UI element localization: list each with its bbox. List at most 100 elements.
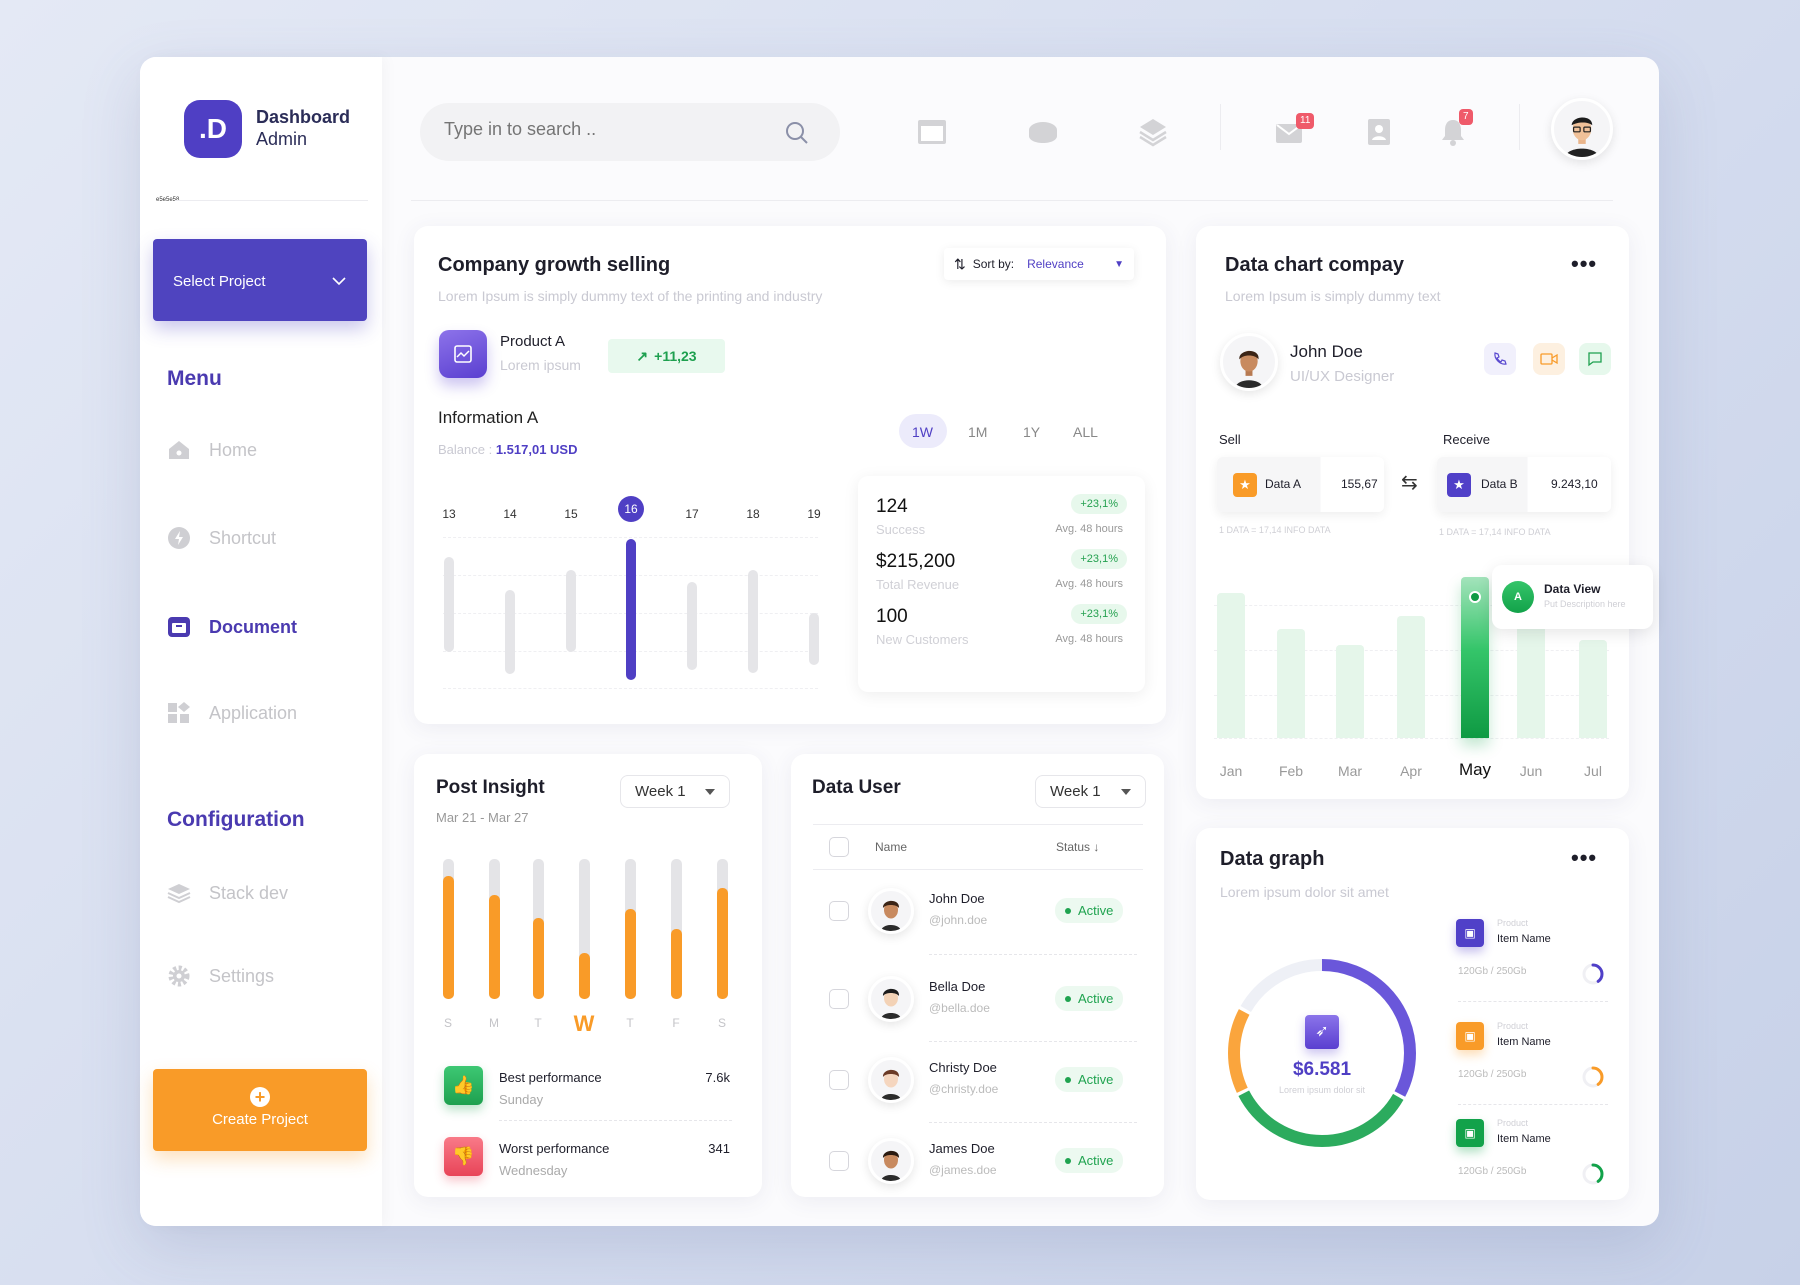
range-bar[interactable] bbox=[626, 538, 636, 681]
status-label: Status bbox=[1056, 840, 1091, 854]
week-dropdown[interactable]: Week 1 bbox=[1035, 775, 1146, 808]
video-call-button[interactable] bbox=[1533, 343, 1565, 375]
item-name: Item Name bbox=[1497, 1036, 1551, 1048]
day-bar[interactable] bbox=[671, 929, 682, 999]
day-label[interactable]: 15 bbox=[564, 507, 578, 521]
column-header-name[interactable]: Name bbox=[875, 840, 908, 854]
user-handle: @james.doe bbox=[929, 1163, 997, 1177]
month-bar[interactable] bbox=[1517, 620, 1545, 738]
month-bar[interactable] bbox=[1579, 639, 1607, 738]
item-kicker: Product bbox=[1497, 1021, 1529, 1031]
status-badge: Active bbox=[1055, 1067, 1124, 1092]
star-icon: ★ bbox=[1447, 473, 1471, 497]
day-label[interactable]: 13 bbox=[442, 507, 456, 521]
day-bar[interactable] bbox=[625, 909, 636, 999]
row-checkbox[interactable] bbox=[829, 901, 849, 921]
sidebar-item-home[interactable]: Home bbox=[167, 438, 257, 462]
search-icon[interactable] bbox=[784, 120, 810, 146]
window-icon[interactable] bbox=[916, 116, 948, 148]
day-label[interactable]: 17 bbox=[685, 507, 699, 521]
card-title: Data User bbox=[812, 777, 901, 798]
profile-avatar[interactable] bbox=[1551, 98, 1613, 160]
sidebar-item-shortcut[interactable]: Shortcut bbox=[167, 526, 276, 550]
item-name: Item Name bbox=[1497, 933, 1551, 945]
table-row[interactable]: Christy Doe @christy.doe Active bbox=[791, 1050, 1164, 1110]
stack-icon[interactable] bbox=[1137, 116, 1169, 148]
month-bar[interactable] bbox=[1217, 593, 1245, 738]
sidebar-item-application[interactable]: Application bbox=[167, 701, 297, 725]
tab-1m[interactable]: 1M bbox=[968, 424, 988, 440]
row-checkbox[interactable] bbox=[829, 1070, 849, 1090]
day-bar[interactable] bbox=[443, 875, 454, 999]
header-divider bbox=[411, 200, 1613, 201]
donut-segment[interactable] bbox=[1228, 959, 1416, 1147]
card-subtitle: Lorem ipsum dolor sit amet bbox=[1220, 884, 1389, 900]
day-bar[interactable] bbox=[579, 952, 590, 999]
user-avatar-icon bbox=[1235, 350, 1263, 388]
day-bar[interactable] bbox=[489, 895, 500, 999]
range-bar[interactable] bbox=[809, 612, 819, 666]
sort-dropdown[interactable]: ⇅ Sort by: Relevance ▼ bbox=[944, 248, 1134, 280]
receive-box[interactable]: ★ Data B 9.243,10 bbox=[1437, 457, 1611, 512]
donut-segment[interactable] bbox=[1228, 959, 1416, 1147]
user-name: Bella Doe bbox=[929, 979, 986, 994]
more-options-icon[interactable]: ••• bbox=[1571, 845, 1598, 870]
logo[interactable]: .D bbox=[184, 100, 242, 158]
item-progress-arc bbox=[1582, 963, 1604, 985]
day-label: S bbox=[443, 1016, 452, 1030]
select-project-dropdown[interactable]: Select Project bbox=[153, 239, 367, 321]
day-bar[interactable] bbox=[717, 888, 728, 999]
range-bar[interactable] bbox=[505, 589, 515, 675]
chat-icon bbox=[1588, 352, 1602, 367]
gridline bbox=[1214, 738, 1609, 739]
month-bar[interactable] bbox=[1397, 615, 1425, 738]
search-bar[interactable] bbox=[420, 103, 840, 161]
tab-1y[interactable]: 1Y bbox=[1023, 424, 1041, 440]
range-bar[interactable] bbox=[748, 570, 758, 673]
bell-icon[interactable] bbox=[1437, 116, 1469, 148]
day-bar[interactable] bbox=[533, 917, 544, 999]
row-checkbox[interactable] bbox=[829, 989, 849, 1009]
donut-segment[interactable] bbox=[1228, 959, 1416, 1147]
coins-icon[interactable] bbox=[1027, 116, 1059, 148]
day-label[interactable]: 14 bbox=[503, 507, 517, 521]
call-button[interactable] bbox=[1484, 343, 1516, 375]
day-label[interactable]: 19 bbox=[807, 507, 821, 521]
card-title: Post Insight bbox=[436, 777, 545, 798]
topbar-divider bbox=[1519, 104, 1520, 150]
stat-value: 100 bbox=[876, 606, 908, 627]
message-button[interactable] bbox=[1579, 343, 1611, 375]
day-label[interactable]: 16 bbox=[618, 496, 644, 522]
range-bar[interactable] bbox=[444, 556, 454, 652]
table-row[interactable]: James Doe @james.doe Active bbox=[791, 1131, 1164, 1191]
create-project-button[interactable]: + Create Project bbox=[153, 1069, 367, 1151]
month-bar[interactable] bbox=[1277, 628, 1305, 738]
sort-label: Sort by: bbox=[972, 257, 1015, 271]
tab-all[interactable]: ALL bbox=[1073, 424, 1098, 440]
range-bar[interactable] bbox=[566, 570, 576, 652]
sidebar-item-settings[interactable]: Settings bbox=[167, 964, 274, 988]
contacts-icon[interactable] bbox=[1363, 116, 1395, 148]
month-bar[interactable] bbox=[1461, 577, 1489, 738]
card-subtitle: Lorem Ipsum is simply dummy text of the … bbox=[438, 288, 823, 304]
item-separator bbox=[1458, 1104, 1608, 1105]
sidebar-item-stack-dev[interactable]: Stack dev bbox=[167, 881, 288, 905]
sell-box[interactable]: ★ Data A 155,67 bbox=[1217, 457, 1384, 512]
row-checkbox[interactable] bbox=[829, 1151, 849, 1171]
month-bar[interactable] bbox=[1336, 644, 1364, 738]
column-header-status[interactable]: Status ↓ bbox=[1056, 840, 1099, 854]
data-point-marker[interactable] bbox=[1469, 591, 1481, 603]
user-name: John Doe bbox=[929, 891, 985, 906]
sidebar-item-label: Stack dev bbox=[209, 882, 289, 903]
sidebar-item-document[interactable]: Document bbox=[167, 615, 297, 639]
swap-icon[interactable]: ⇆ bbox=[1401, 472, 1418, 494]
week-dropdown[interactable]: Week 1 bbox=[620, 775, 730, 808]
range-bar[interactable] bbox=[687, 582, 697, 670]
tab-1w[interactable]: 1W bbox=[912, 424, 933, 440]
item-kicker: Product bbox=[1497, 918, 1529, 928]
table-row[interactable]: John Doe @john.doe Active bbox=[791, 881, 1164, 941]
day-label[interactable]: 18 bbox=[746, 507, 760, 521]
search-input[interactable] bbox=[444, 119, 764, 140]
select-all-checkbox[interactable] bbox=[829, 837, 849, 857]
table-row[interactable]: Bella Doe @bella.doe Active bbox=[791, 969, 1164, 1029]
